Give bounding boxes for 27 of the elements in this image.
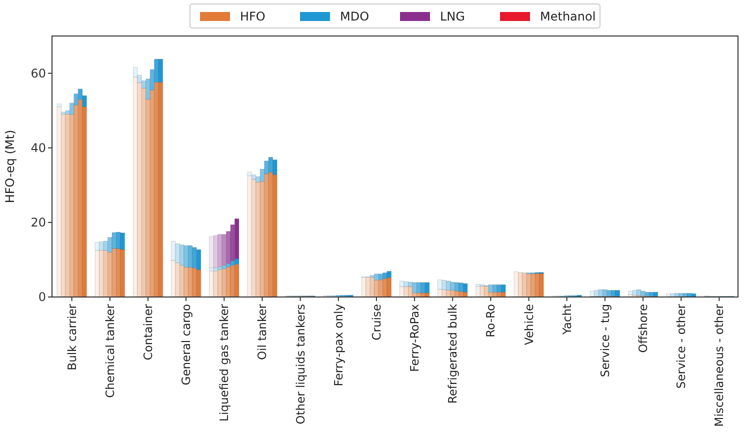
y-tick-label: 0 (38, 290, 46, 304)
x-tick-label: Cruise (369, 304, 384, 340)
x-tick-label: Bulk carrier (64, 304, 79, 370)
x-tick-label: Vehicle (522, 304, 536, 346)
x-tick-label: Container (140, 304, 155, 360)
x-tick-label: Yacht (560, 304, 574, 336)
y-tick-label: 20 (30, 216, 46, 230)
y-tick-label: 60 (30, 66, 46, 80)
x-tick-label: Service - other (674, 304, 688, 389)
legend-label: Methanol (540, 10, 596, 24)
x-tick-label: Ro-Ro (484, 304, 498, 338)
y-tick-label: 40 (30, 141, 46, 156)
y-axis-title: HFO-eq (Mt) (3, 130, 17, 204)
legend-label: HFO (240, 10, 266, 24)
x-tick-label: Oil tanker (255, 304, 270, 360)
legend-label: MDO (340, 10, 370, 24)
x-tick-label: Offshore (636, 304, 650, 353)
x-tick-label: Miscellaneous - other (712, 304, 726, 427)
x-tick-label: Chemical tanker (102, 304, 117, 398)
x-tick-label: Service - tug (598, 304, 612, 378)
x-tick-label: Ferry-RoPax (408, 304, 422, 372)
x-tick-label: General cargo (179, 304, 194, 386)
x-tick-label: Ferry-pax only (331, 304, 346, 386)
x-tick-label: Other liquids tankers (293, 304, 308, 424)
x-tick-label: Refrigerated bulk (446, 304, 460, 404)
x-tick-label: Liquefied gas tanker (217, 304, 232, 422)
legend-label: LNG (440, 10, 465, 24)
